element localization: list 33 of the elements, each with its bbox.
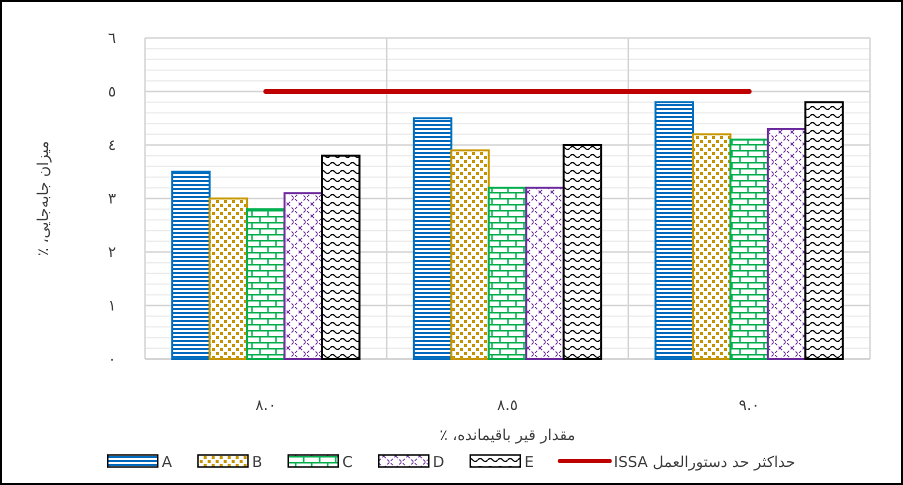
y-tick-label: ٤	[108, 136, 116, 154]
y-tick-label: ٣	[108, 190, 116, 208]
bar	[171, 170, 211, 360]
legend-label: حداکثر حد دستورالعمل ISSA	[614, 453, 796, 471]
bar	[766, 128, 806, 360]
bar	[488, 186, 528, 360]
x-tick-label: ٨.٥	[497, 396, 518, 414]
legend-label: E	[524, 453, 534, 471]
legend-label: A	[162, 453, 173, 471]
bar	[729, 138, 769, 360]
bar	[525, 186, 565, 360]
bar	[412, 117, 452, 360]
legend-label: D	[432, 453, 444, 471]
y-axis-title: میزان جابه‌جایی، ٪	[34, 140, 52, 256]
x-tick-label: ٨.٠	[255, 396, 276, 414]
legend-label: C	[342, 453, 353, 471]
y-tick-label: ٠	[108, 350, 116, 368]
bar	[654, 101, 694, 360]
bar	[692, 133, 732, 360]
bar	[562, 144, 602, 360]
bar	[246, 208, 286, 360]
bar	[804, 101, 844, 360]
legend-label: B	[252, 453, 262, 471]
y-tick-label: ١	[108, 296, 116, 314]
bar	[284, 192, 324, 360]
x-axis-title: مقدار قیر باقیمانده، ٪	[440, 426, 576, 444]
y-tick-label: ٦	[108, 29, 116, 47]
bar	[450, 149, 490, 360]
y-tick-label: ٢	[108, 243, 116, 261]
y-tick-label: ٥	[108, 82, 116, 100]
x-tick-label: ٩.٠	[738, 396, 760, 414]
bar	[321, 154, 360, 360]
bar	[208, 198, 248, 360]
